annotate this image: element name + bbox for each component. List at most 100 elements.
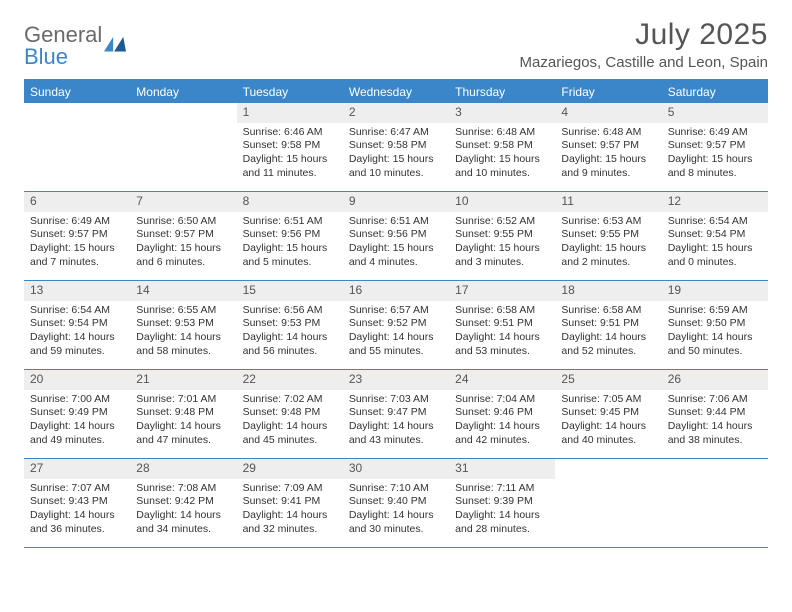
daylight-text: Daylight: 14 hours and 34 minutes. <box>136 509 230 536</box>
weekday-saturday: Saturday <box>662 81 768 103</box>
day-number: 20 <box>24 370 130 390</box>
sunrise-text: Sunrise: 6:49 AM <box>668 126 762 140</box>
day-number: 8 <box>237 192 343 212</box>
logo: General Blue <box>24 24 126 68</box>
day-body: Sunrise: 7:03 AMSunset: 9:47 PMDaylight:… <box>343 390 449 452</box>
calendar: SundayMondayTuesdayWednesdayThursdayFrid… <box>24 79 768 548</box>
daylight-text: Daylight: 14 hours and 58 minutes. <box>136 331 230 358</box>
sunrise-text: Sunrise: 6:58 AM <box>455 304 549 318</box>
weeks-container: ..1Sunrise: 6:46 AMSunset: 9:58 PMDaylig… <box>24 103 768 548</box>
day-cell: . <box>662 459 768 547</box>
daylight-text: Daylight: 14 hours and 49 minutes. <box>30 420 124 447</box>
day-number: 9 <box>343 192 449 212</box>
weekday-tuesday: Tuesday <box>237 81 343 103</box>
day-cell: . <box>24 103 130 191</box>
daylight-text: Daylight: 15 hours and 3 minutes. <box>455 242 549 269</box>
day-number: 5 <box>662 103 768 123</box>
day-body: Sunrise: 7:09 AMSunset: 9:41 PMDaylight:… <box>237 479 343 541</box>
week-row: ..1Sunrise: 6:46 AMSunset: 9:58 PMDaylig… <box>24 103 768 192</box>
day-body: Sunrise: 7:04 AMSunset: 9:46 PMDaylight:… <box>449 390 555 452</box>
sunrise-text: Sunrise: 6:54 AM <box>30 304 124 318</box>
day-cell: 26Sunrise: 7:06 AMSunset: 9:44 PMDayligh… <box>662 370 768 458</box>
daylight-text: Daylight: 14 hours and 50 minutes. <box>668 331 762 358</box>
daylight-text: Daylight: 14 hours and 43 minutes. <box>349 420 443 447</box>
day-cell: 20Sunrise: 7:00 AMSunset: 9:49 PMDayligh… <box>24 370 130 458</box>
day-number: 21 <box>130 370 236 390</box>
day-number: 3 <box>449 103 555 123</box>
day-body: Sunrise: 6:47 AMSunset: 9:58 PMDaylight:… <box>343 123 449 185</box>
day-number: 24 <box>449 370 555 390</box>
day-cell: 21Sunrise: 7:01 AMSunset: 9:48 PMDayligh… <box>130 370 236 458</box>
day-body: Sunrise: 7:10 AMSunset: 9:40 PMDaylight:… <box>343 479 449 541</box>
day-body: Sunrise: 6:53 AMSunset: 9:55 PMDaylight:… <box>555 212 661 274</box>
day-body: Sunrise: 6:54 AMSunset: 9:54 PMDaylight:… <box>662 212 768 274</box>
day-cell: 22Sunrise: 7:02 AMSunset: 9:48 PMDayligh… <box>237 370 343 458</box>
day-body: Sunrise: 6:57 AMSunset: 9:52 PMDaylight:… <box>343 301 449 363</box>
sunrise-text: Sunrise: 7:05 AM <box>561 393 655 407</box>
sunset-text: Sunset: 9:57 PM <box>30 228 124 242</box>
title-block: July 2025 Mazariegos, Castille and Leon,… <box>520 18 768 71</box>
day-body: Sunrise: 7:11 AMSunset: 9:39 PMDaylight:… <box>449 479 555 541</box>
sunset-text: Sunset: 9:58 PM <box>349 139 443 153</box>
sunrise-text: Sunrise: 6:53 AM <box>561 215 655 229</box>
day-number: 29 <box>237 459 343 479</box>
day-body: Sunrise: 6:56 AMSunset: 9:53 PMDaylight:… <box>237 301 343 363</box>
day-number: 7 <box>130 192 236 212</box>
day-cell: 12Sunrise: 6:54 AMSunset: 9:54 PMDayligh… <box>662 192 768 280</box>
day-number: 23 <box>343 370 449 390</box>
sunrise-text: Sunrise: 6:58 AM <box>561 304 655 318</box>
sunset-text: Sunset: 9:54 PM <box>668 228 762 242</box>
day-cell: . <box>130 103 236 191</box>
sunset-text: Sunset: 9:55 PM <box>455 228 549 242</box>
day-number: 26 <box>662 370 768 390</box>
daylight-text: Daylight: 14 hours and 53 minutes. <box>455 331 549 358</box>
day-number: 6 <box>24 192 130 212</box>
daylight-text: Daylight: 14 hours and 56 minutes. <box>243 331 337 358</box>
sunrise-text: Sunrise: 7:09 AM <box>243 482 337 496</box>
daylight-text: Daylight: 15 hours and 11 minutes. <box>243 153 337 180</box>
day-body: Sunrise: 7:06 AMSunset: 9:44 PMDaylight:… <box>662 390 768 452</box>
sunrise-text: Sunrise: 6:54 AM <box>668 215 762 229</box>
sunset-text: Sunset: 9:50 PM <box>668 317 762 331</box>
day-cell: 4Sunrise: 6:48 AMSunset: 9:57 PMDaylight… <box>555 103 661 191</box>
sunrise-text: Sunrise: 6:48 AM <box>455 126 549 140</box>
day-cell: 17Sunrise: 6:58 AMSunset: 9:51 PMDayligh… <box>449 281 555 369</box>
daylight-text: Daylight: 15 hours and 6 minutes. <box>136 242 230 269</box>
sunrise-text: Sunrise: 7:04 AM <box>455 393 549 407</box>
sunrise-text: Sunrise: 6:46 AM <box>243 126 337 140</box>
day-body: Sunrise: 7:00 AMSunset: 9:49 PMDaylight:… <box>24 390 130 452</box>
weekday-thursday: Thursday <box>449 81 555 103</box>
sunset-text: Sunset: 9:51 PM <box>561 317 655 331</box>
daylight-text: Daylight: 15 hours and 0 minutes. <box>668 242 762 269</box>
day-cell: 28Sunrise: 7:08 AMSunset: 9:42 PMDayligh… <box>130 459 236 547</box>
sunset-text: Sunset: 9:53 PM <box>243 317 337 331</box>
sunset-text: Sunset: 9:45 PM <box>561 406 655 420</box>
sunset-text: Sunset: 9:55 PM <box>561 228 655 242</box>
sunrise-text: Sunrise: 7:11 AM <box>455 482 549 496</box>
day-cell: 13Sunrise: 6:54 AMSunset: 9:54 PMDayligh… <box>24 281 130 369</box>
day-cell: 16Sunrise: 6:57 AMSunset: 9:52 PMDayligh… <box>343 281 449 369</box>
day-number: 28 <box>130 459 236 479</box>
day-body: Sunrise: 6:54 AMSunset: 9:54 PMDaylight:… <box>24 301 130 363</box>
day-body: Sunrise: 6:49 AMSunset: 9:57 PMDaylight:… <box>662 123 768 185</box>
day-cell: 6Sunrise: 6:49 AMSunset: 9:57 PMDaylight… <box>24 192 130 280</box>
day-number: 1 <box>237 103 343 123</box>
day-body: Sunrise: 6:52 AMSunset: 9:55 PMDaylight:… <box>449 212 555 274</box>
day-body: Sunrise: 6:55 AMSunset: 9:53 PMDaylight:… <box>130 301 236 363</box>
month-title: July 2025 <box>520 18 768 52</box>
day-cell: 15Sunrise: 6:56 AMSunset: 9:53 PMDayligh… <box>237 281 343 369</box>
sunset-text: Sunset: 9:51 PM <box>455 317 549 331</box>
day-cell: 29Sunrise: 7:09 AMSunset: 9:41 PMDayligh… <box>237 459 343 547</box>
logo-text: General Blue <box>24 24 102 68</box>
header: General Blue July 2025 Mazariegos, Casti… <box>24 18 768 71</box>
sunrise-text: Sunrise: 7:08 AM <box>136 482 230 496</box>
day-body: Sunrise: 6:48 AMSunset: 9:57 PMDaylight:… <box>555 123 661 185</box>
sunrise-text: Sunrise: 6:48 AM <box>561 126 655 140</box>
sunrise-text: Sunrise: 6:55 AM <box>136 304 230 318</box>
daylight-text: Daylight: 14 hours and 36 minutes. <box>30 509 124 536</box>
day-cell: . <box>555 459 661 547</box>
weekday-friday: Friday <box>555 81 661 103</box>
sunrise-text: Sunrise: 7:01 AM <box>136 393 230 407</box>
day-body: Sunrise: 6:58 AMSunset: 9:51 PMDaylight:… <box>555 301 661 363</box>
day-cell: 27Sunrise: 7:07 AMSunset: 9:43 PMDayligh… <box>24 459 130 547</box>
